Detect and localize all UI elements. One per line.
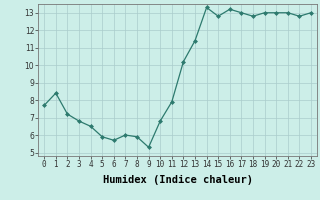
X-axis label: Humidex (Indice chaleur): Humidex (Indice chaleur) <box>103 175 252 185</box>
